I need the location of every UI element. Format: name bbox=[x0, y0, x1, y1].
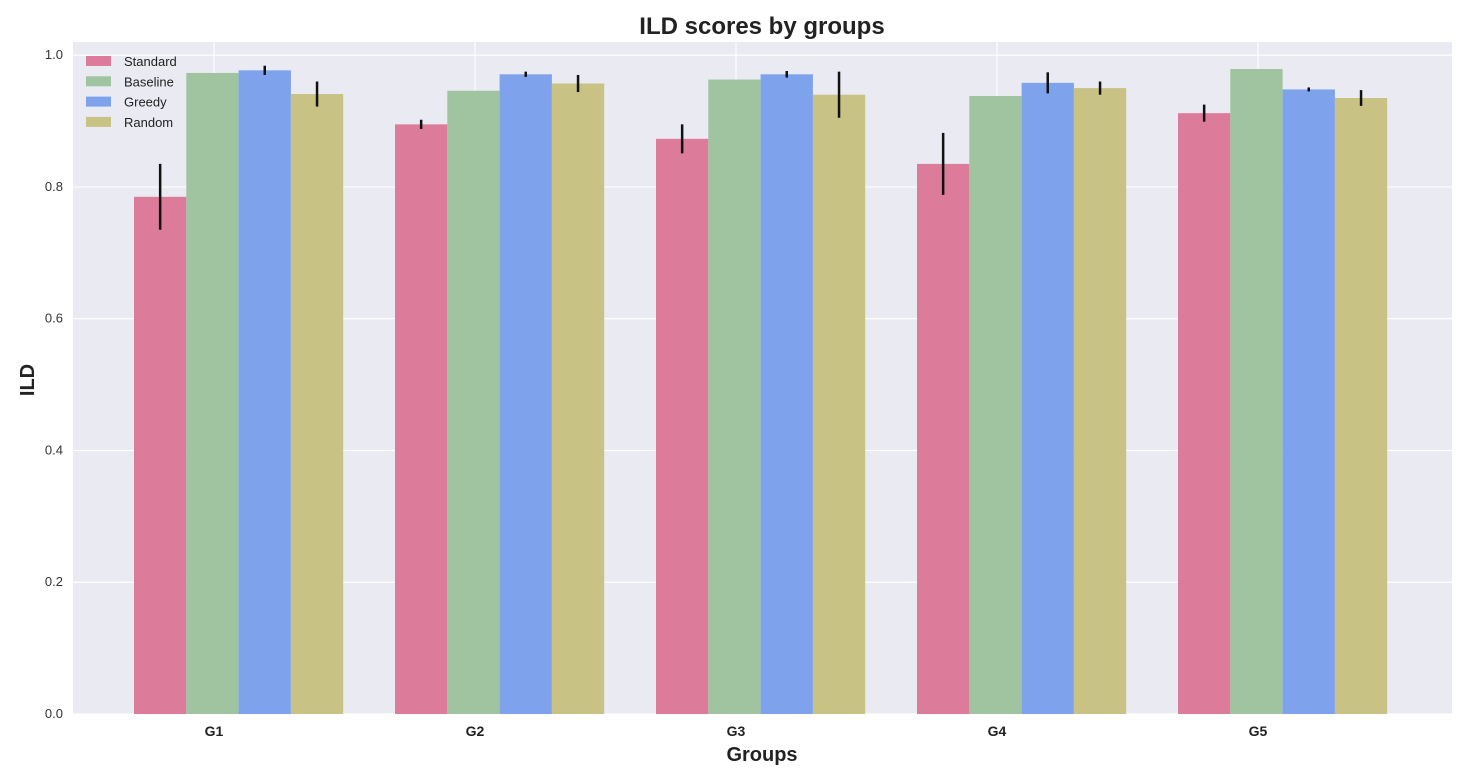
bar-random-g5 bbox=[1334, 98, 1388, 714]
legend-label-standard: Standard bbox=[124, 54, 177, 69]
y-tick-label: 1.0 bbox=[45, 47, 63, 62]
bar-standard-g3 bbox=[656, 138, 709, 715]
bar-random-g2 bbox=[551, 83, 605, 715]
bar-baseline-g4 bbox=[969, 96, 1022, 714]
legend-label-random: Random bbox=[124, 115, 173, 130]
legend-swatch-standard bbox=[86, 56, 111, 66]
y-tick-label: 0.2 bbox=[45, 574, 63, 589]
legend-label-baseline: Baseline bbox=[124, 74, 174, 89]
tick-labels: 0.0 0.2 0.4 0.6 0.8 1.0 G1 G2 G3 G4 G5 bbox=[45, 47, 1268, 739]
x-tick-label: G5 bbox=[1249, 723, 1268, 739]
legend-swatch-greedy bbox=[86, 96, 111, 107]
bar-greedy-g1 bbox=[238, 70, 291, 715]
y-tick-label: 0.0 bbox=[45, 706, 63, 721]
bar-standard-g5 bbox=[1178, 113, 1231, 714]
bar-baseline-g2 bbox=[447, 90, 500, 715]
bar-random-g3 bbox=[812, 94, 866, 715]
y-tick-label: 0.4 bbox=[45, 442, 63, 457]
x-axis-label: Groups bbox=[726, 744, 797, 766]
bar-standard-g2 bbox=[395, 124, 448, 714]
bar-standard-g4 bbox=[917, 163, 970, 715]
y-tick-label: 0.6 bbox=[45, 311, 63, 326]
x-tick-label: G3 bbox=[727, 723, 746, 739]
x-tick-label: G4 bbox=[988, 723, 1007, 739]
bar-greedy-g5 bbox=[1282, 89, 1335, 714]
chart-title: ILD scores by groups bbox=[639, 13, 884, 40]
bars bbox=[134, 69, 1388, 715]
bar-random-g4 bbox=[1073, 88, 1127, 714]
legend-label-greedy: Greedy bbox=[124, 95, 167, 110]
x-tick-label: G2 bbox=[466, 723, 485, 739]
bar-baseline-g3 bbox=[708, 79, 761, 715]
bar-standard-g1 bbox=[134, 196, 187, 714]
error-bars bbox=[158, 65, 1363, 230]
bar-greedy-g4 bbox=[1021, 82, 1074, 715]
x-tick-label: G1 bbox=[205, 723, 224, 739]
legend-swatch-baseline bbox=[86, 76, 111, 87]
legend-swatch-random bbox=[86, 116, 111, 127]
bar-baseline-g5 bbox=[1230, 69, 1283, 714]
bar-baseline-g1 bbox=[186, 72, 239, 714]
bar-greedy-g2 bbox=[499, 74, 552, 715]
y-axis-label: ILD bbox=[17, 364, 39, 396]
legend: Standard Baseline Greedy Random bbox=[86, 54, 177, 130]
bar-greedy-g3 bbox=[760, 74, 813, 715]
y-tick-label: 0.8 bbox=[45, 179, 63, 194]
bar-random-g1 bbox=[290, 94, 344, 714]
